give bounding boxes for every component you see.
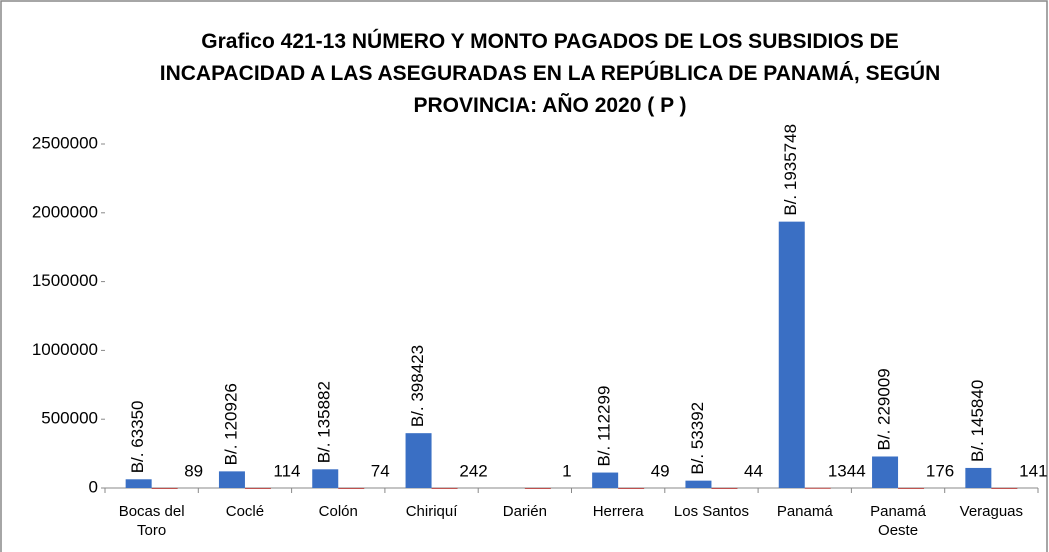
bar (685, 480, 712, 488)
value-label: B/. 53392 (688, 402, 707, 475)
y-tick-label: 500000 (41, 409, 98, 428)
value-label: B/. 135882 (315, 381, 334, 463)
bar (778, 221, 805, 488)
value-label: B/. 229009 (875, 368, 894, 450)
bar (405, 433, 432, 488)
value-label: B/. 112299 (595, 386, 614, 467)
bar (804, 487, 831, 489)
value-label: 242 (459, 461, 487, 480)
x-tick-label: Coclé (225, 503, 265, 520)
bar (898, 487, 925, 489)
bar (125, 479, 152, 488)
y-tick-label: 1000000 (32, 340, 98, 359)
x-tick-label: Panamá Oeste (870, 503, 926, 539)
value-label: 114 (273, 461, 300, 480)
value-label: 74 (371, 461, 390, 480)
bar (991, 487, 1018, 489)
bar (711, 487, 738, 489)
x-tick-label: Los Santos (673, 503, 749, 520)
value-label: B/. 120926 (221, 383, 240, 465)
value-label: 176 (926, 461, 954, 480)
bar (151, 487, 178, 489)
y-tick-label: 0 (89, 477, 98, 496)
y-tick-label: 2500000 (32, 133, 98, 152)
bar (218, 471, 245, 488)
value-label: 1 (562, 461, 571, 480)
x-tick-label: Chiriquí (405, 503, 458, 520)
bar (312, 469, 339, 488)
bar (618, 487, 645, 489)
value-label: B/. 63350 (128, 401, 147, 474)
y-tick-label: 1500000 (32, 271, 98, 290)
value-label: B/. 1935748 (781, 124, 800, 216)
value-label: 44 (744, 461, 763, 480)
x-tick-label: Bocas del Toro (118, 503, 185, 539)
value-label: 1344 (828, 461, 866, 480)
bar (965, 467, 992, 488)
x-tick-label: Panamá (776, 503, 833, 520)
bar (592, 472, 619, 488)
x-tick-label: Herrera (592, 503, 644, 520)
value-label: 141 (1019, 461, 1047, 480)
bar (244, 487, 271, 489)
chart-title: Grafico 421-13 NÚMERO Y MONTO PAGADOS DE… (159, 30, 941, 117)
value-label: B/. 145840 (968, 380, 987, 462)
x-tick-label: Colón (318, 503, 358, 520)
bar (872, 456, 899, 488)
x-tick-label: Darién (502, 503, 547, 520)
bar (524, 487, 551, 489)
value-label: B/. 398423 (408, 345, 427, 427)
bar (431, 487, 458, 489)
value-label: 89 (184, 461, 203, 480)
value-label: 49 (651, 461, 670, 480)
y-tick-label: 2000000 (32, 202, 98, 221)
bar (338, 487, 365, 489)
x-tick-label: Veraguas (959, 503, 1024, 520)
